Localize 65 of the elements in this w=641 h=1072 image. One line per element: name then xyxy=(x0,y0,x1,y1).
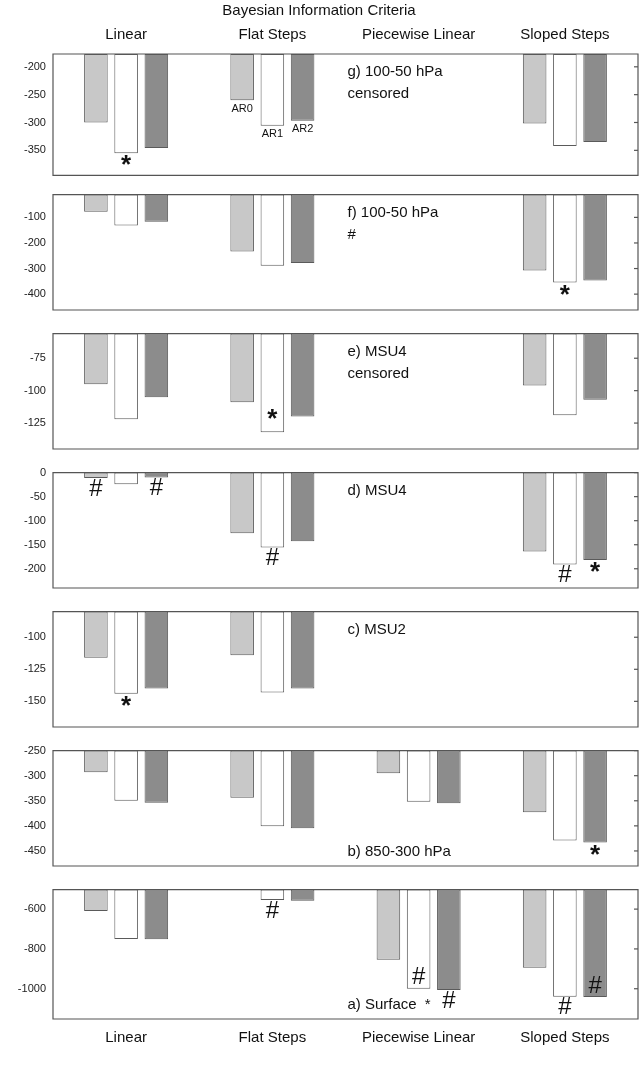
y-tick-label: 0 xyxy=(39,465,46,478)
y-tick-label: -125 xyxy=(23,662,46,675)
annotation: d) MSU4 xyxy=(347,480,407,498)
x-tick-label: Flat Steps xyxy=(238,1028,307,1046)
y-tick-label: -150 xyxy=(23,694,46,707)
annotation: # xyxy=(558,560,573,588)
annotation: censored xyxy=(347,363,410,381)
annotation: f) 100-50 hPa xyxy=(347,202,440,220)
y-tick-label: -400 xyxy=(23,287,46,300)
annotation: # xyxy=(442,985,457,1013)
series-label: AR2 xyxy=(291,122,314,135)
y-tick-label: -350 xyxy=(23,793,46,806)
annotation: # xyxy=(265,895,280,923)
y-tick-label: -300 xyxy=(23,115,46,128)
y-tick-label: -350 xyxy=(23,143,46,156)
y-tick-label: -100 xyxy=(23,630,46,643)
x-tick-label: Sloped Steps xyxy=(520,25,610,43)
y-tick-label: -150 xyxy=(23,537,46,550)
x-tick-label: Linear xyxy=(105,1028,147,1046)
y-tick-label: -50 xyxy=(30,489,46,502)
y-tick-label: -450 xyxy=(23,843,46,856)
x-tick-label: Flat Steps xyxy=(238,25,307,43)
annotation: * xyxy=(559,278,571,309)
annotation: * xyxy=(590,838,602,869)
y-tick-label: -300 xyxy=(23,768,46,781)
annotation: # xyxy=(558,992,573,1020)
annotation: # xyxy=(411,962,426,990)
annotation: * xyxy=(590,556,602,587)
y-tick-label: -250 xyxy=(23,87,46,100)
x-tick-label: Piecewise Linear xyxy=(361,1028,476,1046)
x-tick-label: Sloped Steps xyxy=(520,1028,610,1046)
x-tick-label: Piecewise Linear xyxy=(361,25,476,43)
series-label: AR0 xyxy=(231,101,253,114)
chart-title: Bayesian Information Criteria xyxy=(222,1,417,19)
annotation: # xyxy=(265,543,280,571)
annotation: a) Surface xyxy=(347,995,417,1012)
y-tick-label: -125 xyxy=(23,416,46,429)
annotation: * xyxy=(267,403,279,434)
y-tick-label: -200 xyxy=(23,59,46,72)
x-tick-label: Linear xyxy=(105,25,147,43)
y-tick-label: -200 xyxy=(23,561,46,574)
series-label: AR1 xyxy=(261,127,284,140)
annotation: # xyxy=(588,970,603,998)
y-tick-label: -400 xyxy=(23,818,46,831)
annotation: # xyxy=(149,473,164,501)
annotation: censored xyxy=(347,84,410,101)
y-tick-label: -75 xyxy=(30,351,46,364)
annotation: g) 100-50 hPa xyxy=(347,62,444,79)
annotation: # xyxy=(89,473,104,501)
y-tick-label: -100 xyxy=(23,513,46,526)
y-tick-label: -300 xyxy=(23,261,46,274)
annotation: * xyxy=(121,149,133,180)
annotation: # xyxy=(347,224,357,242)
annotation: b) 850-300 hPa xyxy=(347,842,452,859)
annotation: * xyxy=(424,995,431,1012)
y-tick-label: -200 xyxy=(23,235,46,248)
y-tick-label: -1000 xyxy=(17,981,46,994)
y-tick-label: -800 xyxy=(23,941,46,954)
y-tick-label: -100 xyxy=(23,210,46,223)
annotation: c) MSU2 xyxy=(347,619,406,637)
y-tick-label: -600 xyxy=(23,902,46,915)
annotation: * xyxy=(121,689,133,720)
y-tick-label: -250 xyxy=(23,743,46,756)
y-tick-label: -100 xyxy=(23,383,46,396)
annotation: e) MSU4 xyxy=(347,341,407,359)
